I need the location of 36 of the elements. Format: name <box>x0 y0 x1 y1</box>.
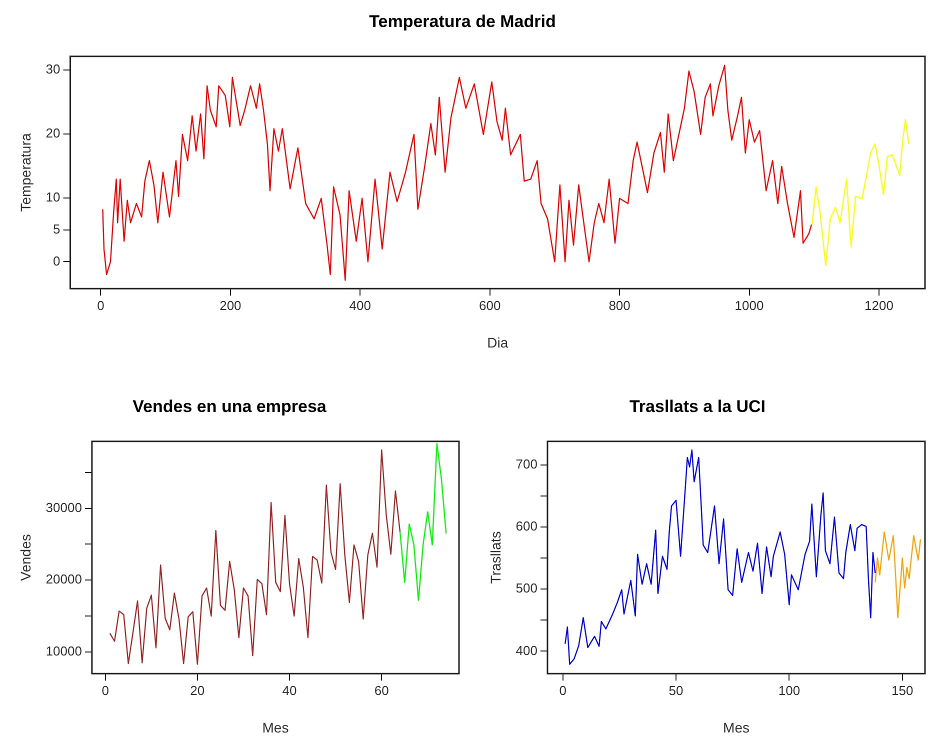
x-tick-label: 200 <box>220 298 242 313</box>
x-axis-title: Dia <box>487 334 508 350</box>
y-tick-label: 500 <box>516 580 538 596</box>
x-tick-label: 40 <box>282 682 297 698</box>
x-tick-label: 150 <box>892 682 914 698</box>
x-tick-label: 60 <box>374 682 389 698</box>
y-tick-label: 5 <box>53 221 60 236</box>
y-tick-label: 30 <box>46 61 60 76</box>
x-tick-label: 1200 <box>864 298 894 313</box>
x-axis-title: Mes <box>723 719 750 736</box>
chart-title: Vendes en una empresa <box>132 396 327 416</box>
x-tick-label: 600 <box>478 298 501 313</box>
x-tick-label: 50 <box>668 682 684 698</box>
y-tick-label: 10 <box>46 189 60 204</box>
y-tick-label: 0 <box>53 253 60 268</box>
y-axis-title: Temperatura <box>17 132 34 212</box>
x-tick-label: 800 <box>608 298 630 313</box>
x-tick-label: 0 <box>97 298 104 313</box>
y-tick-label: 20000 <box>46 572 82 587</box>
x-tick-label: 400 <box>349 298 371 313</box>
y-tick-label: 400 <box>516 642 538 658</box>
x-tick-label: 100 <box>778 682 800 698</box>
y-tick-label: 30000 <box>46 500 82 515</box>
y-tick-label: 700 <box>516 456 538 472</box>
y-tick-label: 20 <box>46 125 60 140</box>
x-tick-label: 0 <box>102 682 109 698</box>
y-tick-label: 600 <box>516 518 538 534</box>
y-axis-title: Trasllats <box>487 531 504 584</box>
chart-title: Trasllats a la UCI <box>629 396 766 416</box>
x-axis-title: Mes <box>262 719 289 736</box>
x-tick-label: 1000 <box>734 298 764 313</box>
x-tick-label: 0 <box>559 682 566 698</box>
x-tick-label: 20 <box>190 682 205 698</box>
y-tick-label: 10000 <box>46 644 82 659</box>
y-axis-title: Vendes <box>17 534 34 581</box>
chart-title: Temperatura de Madrid <box>369 12 556 31</box>
